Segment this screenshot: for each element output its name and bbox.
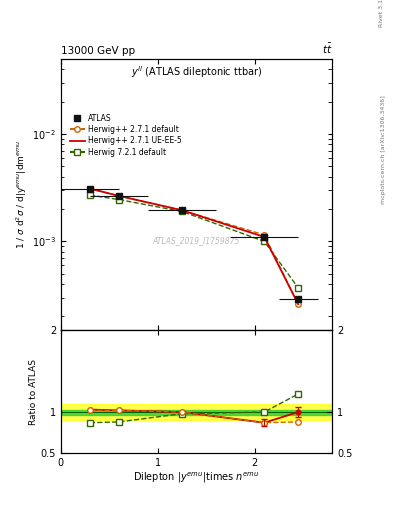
Text: 13000 GeV pp: 13000 GeV pp: [61, 46, 135, 56]
Text: $t\bar{t}$: $t\bar{t}$: [321, 42, 332, 56]
Text: mcplots.cern.ch [arXiv:1306.3436]: mcplots.cern.ch [arXiv:1306.3436]: [381, 95, 386, 204]
Y-axis label: Ratio to ATLAS: Ratio to ATLAS: [29, 358, 38, 424]
Text: $y^{ll}$ (ATLAS dileptonic ttbar): $y^{ll}$ (ATLAS dileptonic ttbar): [131, 65, 262, 80]
Y-axis label: 1 / $\sigma$ d$^{2}$$\sigma$ / d|y$^{emu}$|dm$^{emu}$: 1 / $\sigma$ d$^{2}$$\sigma$ / d|y$^{emu…: [15, 140, 29, 249]
X-axis label: Dilepton $|y^{emu}|$times $n^{emu}$: Dilepton $|y^{emu}|$times $n^{emu}$: [133, 471, 260, 485]
Text: Rivet 3.1.10, ≥ 2.8M events: Rivet 3.1.10, ≥ 2.8M events: [379, 0, 384, 27]
Legend: ATLAS, Herwig++ 2.7.1 default, Herwig++ 2.7.1 UE-EE-5, Herwig 7.2.1 default: ATLAS, Herwig++ 2.7.1 default, Herwig++ …: [68, 112, 184, 159]
Text: ATLAS_2019_I1759875: ATLAS_2019_I1759875: [153, 236, 240, 245]
